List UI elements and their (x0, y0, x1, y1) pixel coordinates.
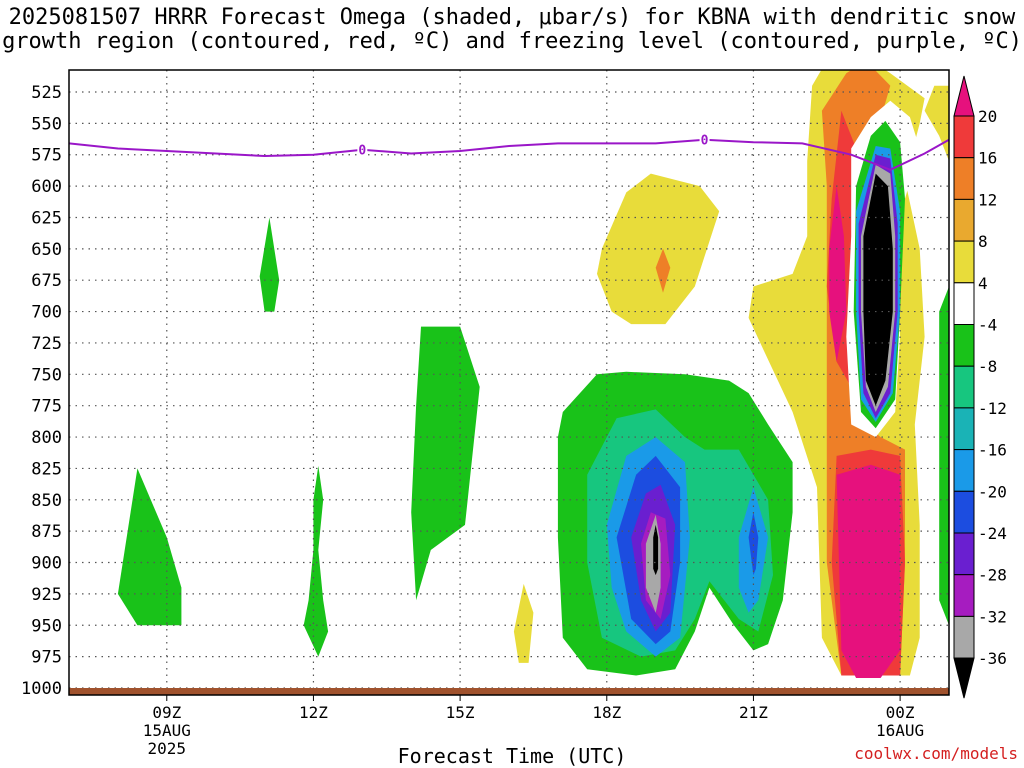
grid-layer (69, 70, 949, 695)
ground-surface (69, 688, 949, 695)
omega-region (836, 464, 901, 678)
y-axis-labels: 525 550 575 600 625 650 675 700 725 750 775 800 825 8… (21, 83, 62, 699)
colorbar-label: -20 (978, 482, 1007, 501)
omega-region (513, 583, 534, 663)
credit-link[interactable]: coolwx.com/models (854, 744, 1018, 763)
colorbar-label: 8 (978, 232, 988, 251)
y-tick-label: 700 (31, 303, 62, 323)
colorbar-swatch (953, 157, 975, 200)
y-tick-label: 725 (31, 334, 62, 354)
colorbar-swatch (953, 615, 975, 659)
omega-region (117, 468, 182, 626)
chart-title: 2025081507 HRRR Forecast Omega (shaded, … (2, 5, 1022, 54)
colorbar-swatch (953, 449, 975, 492)
freezing-level-line (69, 138, 949, 171)
freezing-level-label: 0 (701, 134, 709, 149)
freezing-level-label: 0 (358, 144, 366, 159)
x-tick-label: 00Z (886, 703, 915, 722)
omega-region (655, 248, 671, 293)
colorbar-label: -4 (978, 316, 997, 335)
y-tick-label: 825 (31, 459, 62, 479)
colorbar-swatch (953, 365, 975, 409)
y-tick-label: 975 (31, 648, 62, 668)
y-tick-label: 950 (31, 616, 62, 636)
colorbar-bottom-arrow (953, 657, 975, 699)
omega-region (748, 512, 759, 576)
y-tick-label: 775 (31, 397, 62, 417)
y-tick-label: 750 (31, 365, 62, 385)
omega-region (939, 286, 949, 626)
colorbar-swatch (953, 407, 975, 451)
colorbar: 20 16 12 8 4 -4 -8 -12 -16 -20 -24 -28 -32 -36 (953, 75, 1007, 699)
colorbar-label: -24 (978, 524, 1007, 543)
colorbar-swatch (953, 490, 975, 534)
colorbar-label: 12 (978, 190, 997, 209)
freezing-label-background (699, 132, 710, 146)
x-tick-label: 15Z (446, 703, 475, 722)
omega-region (597, 173, 720, 325)
y-tick-label: 650 (31, 240, 62, 260)
plot-frame (68, 69, 950, 696)
x-axis-title: Forecast Time (UTC) (397, 744, 627, 768)
omega-region (259, 217, 280, 312)
omega-region (863, 173, 893, 406)
colorbar-label: -12 (978, 399, 1007, 418)
omega-region (829, 186, 847, 362)
freezing-level-layer: 00 (69, 132, 949, 171)
y-tick-label: 900 (31, 554, 62, 574)
colorbar-swatch (953, 324, 975, 367)
y-tick-label: 600 (31, 177, 62, 197)
x-tick-year-label: 2025 (148, 739, 187, 758)
x-tick-date-label: 16AUG (876, 721, 924, 740)
x-tick-date-label: 15AUG (143, 721, 191, 740)
colorbar-label: 16 (978, 149, 997, 168)
colorbar-label: -36 (978, 649, 1007, 668)
y-tick-label: 800 (31, 428, 62, 448)
y-tick-label: 675 (31, 271, 62, 291)
colorbar-swatch (953, 574, 975, 617)
y-tick-label: 575 (31, 146, 62, 166)
colorbar-swatch (953, 282, 975, 325)
colorbar-label: -32 (978, 607, 1007, 626)
y-tick-label: 625 (31, 208, 62, 228)
omega-shading-layer (117, 70, 949, 678)
colorbar-label: -28 (978, 566, 1007, 585)
y-tick-label: 1000 (21, 679, 62, 699)
colorbar-label: 20 (978, 107, 997, 126)
colorbar-top-arrow (953, 75, 975, 117)
x-tick-label: 21Z (739, 703, 768, 722)
colorbar-label: -16 (978, 441, 1007, 460)
colorbar-label: 4 (978, 274, 988, 293)
x-tick-label: 18Z (592, 703, 621, 722)
x-tick-label: 09Z (152, 703, 181, 722)
x-tick-label: 12Z (299, 703, 328, 722)
ground-layer (69, 688, 949, 695)
colorbar-swatch (953, 240, 975, 284)
y-tick-label: 525 (31, 83, 62, 103)
y-tick-label: 875 (31, 522, 62, 542)
colorbar-swatch (953, 532, 975, 576)
y-tick-label: 550 (31, 114, 62, 134)
y-tick-label: 850 (31, 491, 62, 511)
omega-region (411, 326, 480, 601)
colorbar-swatch (953, 115, 975, 159)
y-tick-label: 925 (31, 585, 62, 605)
colorbar-label: -8 (978, 357, 997, 376)
freezing-label-background (357, 142, 368, 156)
omega-region (303, 465, 329, 657)
colorbar-swatch (953, 198, 975, 242)
